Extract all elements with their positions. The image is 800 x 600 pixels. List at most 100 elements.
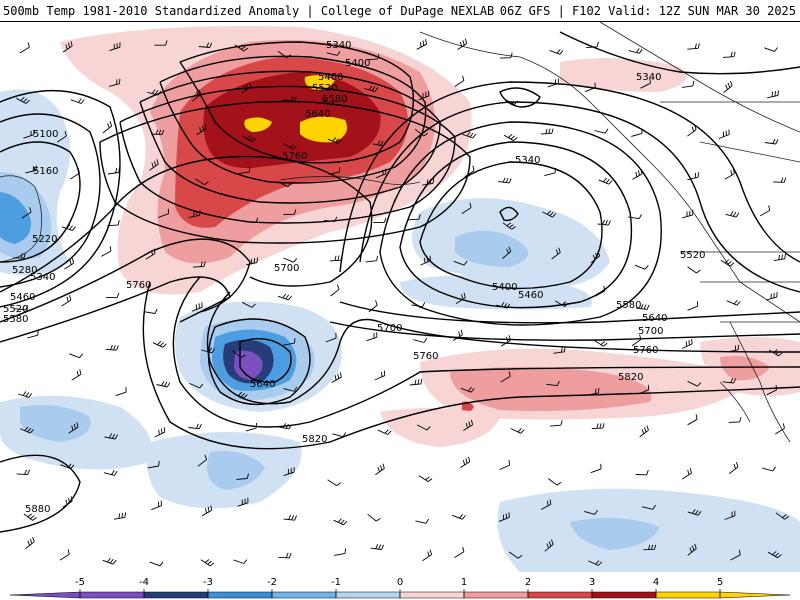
contour-label: 5460 [518, 290, 543, 301]
wind-barb [21, 207, 32, 219]
contour-line [339, 301, 800, 324]
contour-line [559, 31, 800, 75]
wind-barb [762, 466, 776, 472]
wind-barb [283, 514, 298, 521]
wind-barb [544, 167, 556, 177]
wind-barb [682, 468, 692, 480]
wind-barb [326, 50, 341, 56]
coastline [719, 381, 751, 423]
wind-barb [375, 168, 387, 179]
wind-barb [767, 90, 779, 99]
wind-barb [726, 299, 741, 306]
wind-barb [500, 335, 511, 347]
contour-label: 5160 [33, 166, 58, 177]
wind-barb [590, 251, 601, 264]
wind-barb [374, 370, 386, 381]
wind-barb [503, 133, 518, 142]
wind-barb [639, 425, 649, 438]
wind-barb [595, 285, 606, 297]
contour-line [206, 291, 800, 405]
colorbar-tick-label: 1 [461, 577, 467, 588]
wind-barb [109, 42, 121, 52]
contour-line [339, 81, 800, 273]
wind-barb [329, 255, 343, 262]
contour-label: 5820 [618, 372, 643, 383]
colorbar-segment [655, 591, 721, 599]
wind-barb [588, 560, 603, 566]
wind-barb [334, 548, 347, 556]
wind-barb [150, 129, 165, 136]
wind-barb [498, 177, 512, 184]
wind-barb [418, 475, 433, 482]
wind-barb [283, 96, 297, 102]
wind-barb [233, 391, 248, 399]
wind-barb [502, 246, 512, 259]
contour-label: 5340 [30, 272, 55, 283]
contour-label: 5580 [3, 314, 28, 325]
wind-barb [591, 423, 605, 430]
anomaly-area [462, 401, 474, 413]
map-title: 500mb Temp 1981-2010 Standardized Anomal… [3, 4, 495, 18]
wind-barb [283, 209, 297, 215]
wind-barb [766, 292, 778, 301]
wind-barb [597, 219, 611, 226]
wind-barb [189, 382, 204, 389]
wind-barb [62, 41, 73, 53]
wind-barb [62, 496, 73, 508]
colorbar-segment [271, 591, 337, 599]
contour-label: 5340 [326, 40, 351, 51]
wind-barb [102, 121, 113, 134]
contour-label: 5640 [250, 379, 275, 390]
anomaly-area [244, 117, 272, 132]
wind-barb [373, 217, 387, 224]
wind-barb [102, 557, 117, 565]
wind-barb [364, 85, 379, 93]
contour-label: 5220 [32, 234, 57, 245]
wind-barb [687, 266, 701, 274]
wind-barb [237, 497, 249, 507]
wind-barb [283, 143, 297, 150]
colorbar-ticks: -5 -4 -3 -2 -1 0 1 2 3 4 5 [75, 577, 723, 598]
wind-barb [56, 131, 67, 143]
wind-barb [687, 172, 699, 181]
wind-barb [283, 386, 298, 392]
contour-label: 5460 [10, 292, 35, 303]
contour-line [419, 161, 603, 290]
contour-line [0, 89, 121, 308]
wind-barb [720, 259, 735, 267]
anomaly-area [450, 367, 652, 411]
wind-barb [333, 518, 348, 526]
colorbar-segment [527, 591, 593, 599]
wind-barb [730, 549, 741, 561]
contour-label: 5520 [680, 250, 705, 261]
wind-barb [156, 381, 171, 388]
wind-barb [631, 128, 643, 137]
wind-barb [642, 504, 656, 510]
wind-barb [105, 344, 119, 351]
wind-barb [107, 167, 120, 175]
wind-barb [68, 422, 79, 434]
colorbar-tick-label: 0 [397, 577, 403, 588]
wind-barb [500, 371, 511, 383]
wind-barb [764, 138, 779, 145]
wind-barb [149, 159, 159, 171]
wind-barb [70, 98, 85, 104]
model-run-info: 06Z GFS | F102 Valid: 12Z SUN MAR 30 202… [499, 4, 796, 18]
colorbar-left-arrow [9, 591, 81, 599]
wind-barb [759, 205, 771, 217]
wind-barb [328, 167, 341, 175]
contour-line [99, 100, 471, 244]
wind-barb [681, 80, 695, 88]
colorbar-segment [591, 591, 657, 599]
wind-barb [764, 47, 778, 52]
contour-label: 5580 [322, 94, 347, 105]
wind-barb [687, 414, 698, 426]
wind-barb [584, 82, 596, 93]
anomaly-area [304, 75, 335, 90]
colorbar-segment [399, 591, 465, 599]
contour-line [359, 101, 800, 293]
wind-barb [103, 470, 118, 476]
wind-barb [16, 96, 30, 104]
colorbar-tick-label: 2 [525, 577, 531, 588]
wind-barb [464, 165, 475, 177]
